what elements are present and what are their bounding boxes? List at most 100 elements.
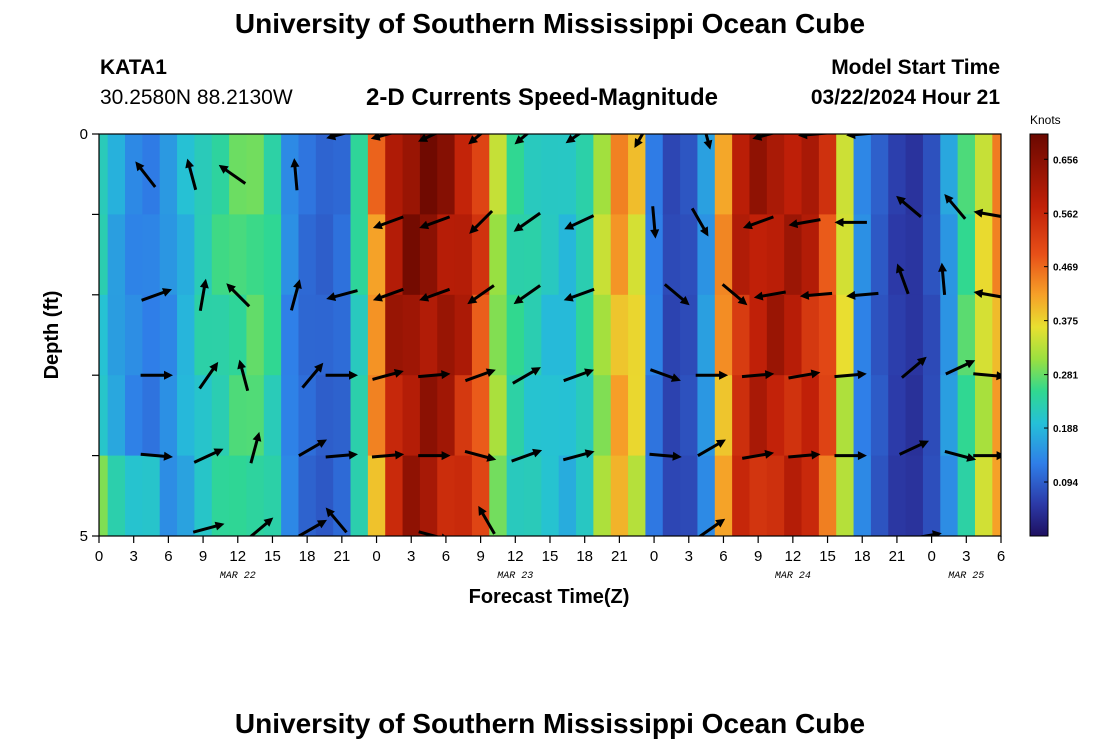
heatmap-cell: [107, 294, 126, 376]
heatmap-cell: [628, 375, 647, 457]
current-arrow: [562, 449, 595, 462]
heatmap-cell: [818, 375, 838, 457]
current-arrow: [372, 215, 404, 230]
current-arrow: [325, 370, 358, 380]
heatmap-cell: [732, 375, 751, 457]
current-arrow: [564, 214, 595, 230]
heatmap-cell: [246, 134, 265, 215]
heatmap-cell: [766, 134, 785, 215]
heatmap-cell: [385, 214, 404, 296]
heatmap-cell: [576, 455, 595, 536]
heatmap-cell: [281, 294, 300, 376]
heatmap-cell: [333, 455, 352, 536]
current-arrow: [418, 134, 438, 142]
heatmap-cell: [229, 214, 248, 296]
x-tick-label: 3: [407, 548, 415, 565]
current-arrow: [846, 290, 879, 300]
current-arrow: [325, 507, 348, 534]
heatmap-cell: [836, 294, 855, 376]
heatmap-cell: [107, 455, 126, 536]
colorbar-gradient: [1029, 133, 1049, 537]
heatmap-cell: [766, 455, 785, 536]
heatmap-cell: [922, 134, 942, 215]
heatmap-cell: [177, 455, 196, 536]
heatmap-cell: [263, 294, 282, 376]
heatmap-cell: [836, 375, 855, 457]
current-arrow: [799, 290, 833, 300]
heatmap-cell: [385, 455, 404, 536]
current-arrow: [419, 215, 451, 230]
x-tick-label: 3: [130, 548, 138, 565]
heatmap-cell: [454, 375, 473, 457]
heatmap-cell: [888, 455, 907, 536]
current-arrow: [703, 134, 713, 150]
heatmap-cell: [350, 134, 369, 215]
heatmap-cell: [853, 294, 872, 376]
heatmap-cell: [558, 455, 577, 536]
current-arrow: [193, 448, 224, 464]
heatmap-cell: [974, 375, 994, 457]
heatmap-cell: [749, 214, 768, 296]
date-label: MAR 22: [220, 571, 256, 582]
heatmap-cell: [957, 214, 976, 296]
colorbar-tick-label: 0.562: [1053, 209, 1078, 220]
current-arrow: [468, 134, 483, 145]
station-id: KATA1: [100, 56, 167, 79]
heatmap-cell: [246, 294, 265, 376]
heatmap-cell: [558, 294, 577, 376]
heatmap-cell: [125, 134, 144, 215]
station-location: 30.2580N 88.2130W: [100, 86, 293, 109]
heatmap-cell: [454, 294, 473, 376]
heatmap-cell: [281, 455, 300, 536]
heatmap-cell: [940, 455, 959, 536]
heatmap-cell: [194, 375, 213, 457]
heatmap-cell: [246, 214, 265, 296]
heatmap-cell: [159, 134, 178, 215]
heatmap-cell: [610, 375, 629, 457]
current-arrow: [563, 287, 595, 302]
heatmap-cell: [298, 375, 317, 457]
current-arrow: [753, 290, 786, 301]
x-tick-label: 21: [334, 548, 351, 565]
heatmap-cell: [281, 375, 300, 457]
current-arrow: [788, 218, 821, 229]
current-arrow: [185, 158, 198, 191]
x-tick-label: 6: [164, 548, 172, 565]
heatmap-cell: [732, 134, 751, 215]
heatmap-cell: [853, 214, 872, 296]
heatmap-cell: [870, 294, 890, 376]
heatmap-cell: [766, 294, 785, 376]
x-tick-label: 18: [299, 548, 316, 565]
current-arrow: [464, 368, 496, 383]
heatmap-cell: [784, 455, 803, 536]
heatmap-cell: [159, 455, 178, 536]
current-arrow: [140, 370, 173, 380]
heatmap-cell: [523, 134, 543, 215]
heatmap-cell: [576, 214, 595, 296]
heatmap-cell: [471, 214, 491, 296]
heatmap-cell: [489, 294, 508, 376]
heatmap-cell: [593, 375, 612, 457]
x-axis-label: Forecast Time(Z): [469, 586, 630, 608]
heatmap-cell: [801, 134, 820, 215]
heatmap-cell: [99, 134, 109, 215]
current-arrow: [514, 134, 530, 145]
current-arrow: [192, 521, 225, 534]
heatmap-cell: [714, 214, 733, 296]
x-tick-label: 3: [685, 548, 693, 565]
colorbar: Knots 0.656 0.562 0.469 0.375 0.281 0.188 0.09…: [1029, 113, 1078, 537]
heatmap-cell: [801, 294, 820, 376]
current-arrow: [289, 279, 302, 311]
colorbar-tick-label: 0.281: [1053, 371, 1078, 382]
heatmap-cell: [836, 455, 855, 536]
heatmap-cell: [801, 214, 820, 296]
heatmap-cell: [628, 134, 647, 215]
current-arrow: [464, 449, 497, 462]
heatmap-cell: [801, 375, 820, 457]
heatmap-cell: [905, 294, 924, 376]
heatmap-cell: [454, 455, 473, 536]
current-arrow: [649, 368, 681, 382]
heatmap-cell: [922, 294, 942, 376]
heatmap-cell: [645, 294, 664, 376]
heatmap-cell: [99, 294, 109, 376]
